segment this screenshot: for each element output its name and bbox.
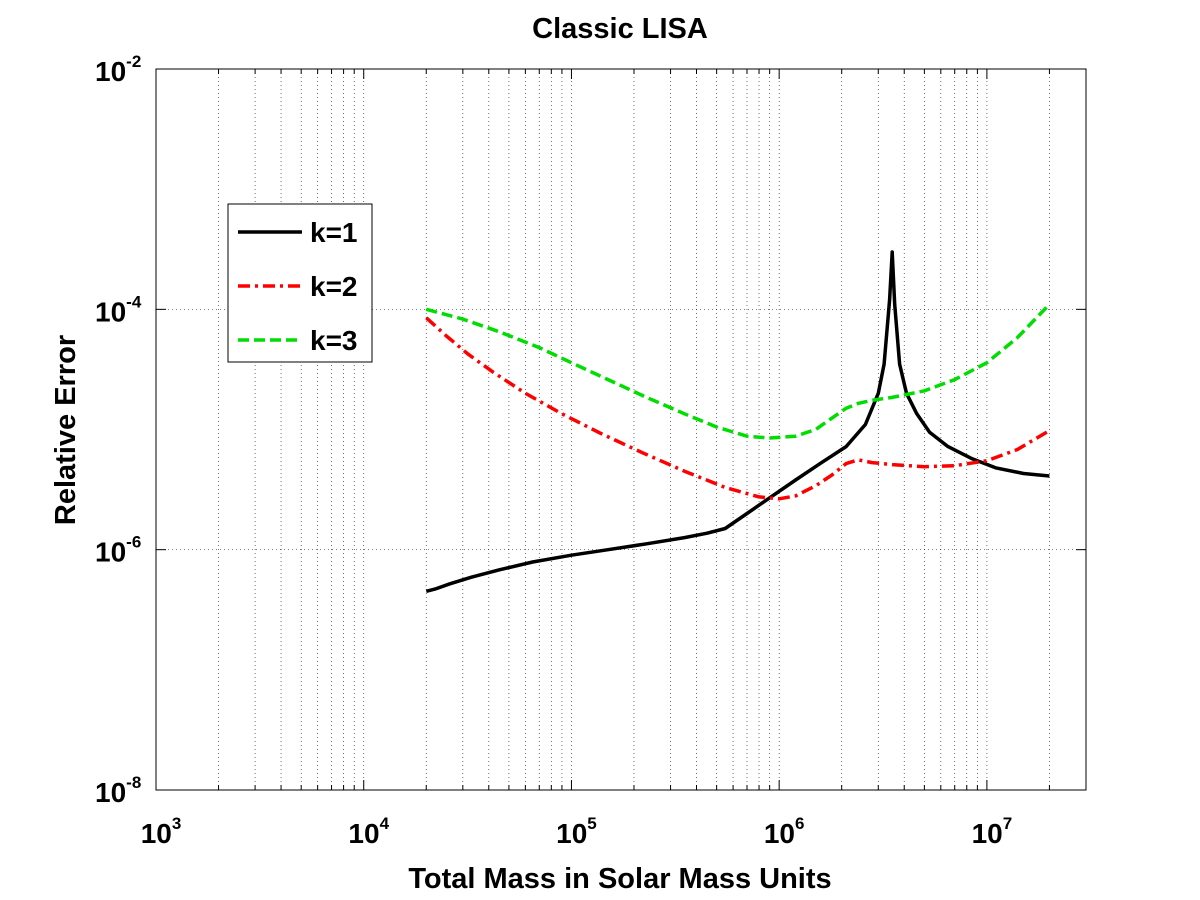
legend-label-k1: k=1 — [310, 217, 358, 248]
plot-area — [155, 68, 1087, 791]
y-tick-label: 10-6 — [95, 533, 141, 568]
axes-box — [155, 68, 1087, 791]
tick-marks — [155, 68, 1087, 791]
series-line-k1 — [425, 250, 1050, 593]
series-line-k2 — [425, 316, 1051, 501]
legend-label-k3: k=3 — [310, 325, 358, 356]
y-tick-label: 10-2 — [95, 52, 141, 87]
y-tick-label: 10-4 — [95, 292, 142, 327]
y-axis-label: Relative Error — [50, 335, 82, 525]
x-tick-label: 105 — [556, 814, 597, 849]
y-tick-labels: 10-8 10-6 10-4 10-2 — [95, 52, 142, 808]
legend-label-k2: k=2 — [310, 271, 358, 302]
series-line-k3 — [425, 303, 1051, 440]
x-tick-label: 107 — [972, 814, 1013, 849]
legend: k=1 k=2 k=3 — [227, 203, 373, 363]
x-tick-label: 106 — [764, 814, 805, 849]
series-layer — [425, 250, 1051, 593]
x-tick-labels: 103 104 105 106 107 — [141, 814, 1013, 849]
x-tick-label: 104 — [348, 814, 389, 849]
chart-title: Classic LISA — [532, 13, 708, 45]
axes-background — [156, 69, 1086, 790]
x-axis-label: Total Mass in Solar Mass Units — [408, 863, 831, 895]
x-tick-label: 103 — [141, 814, 182, 849]
y-tick-label: 10-8 — [95, 773, 141, 808]
grid-lines — [155, 69, 1087, 790]
